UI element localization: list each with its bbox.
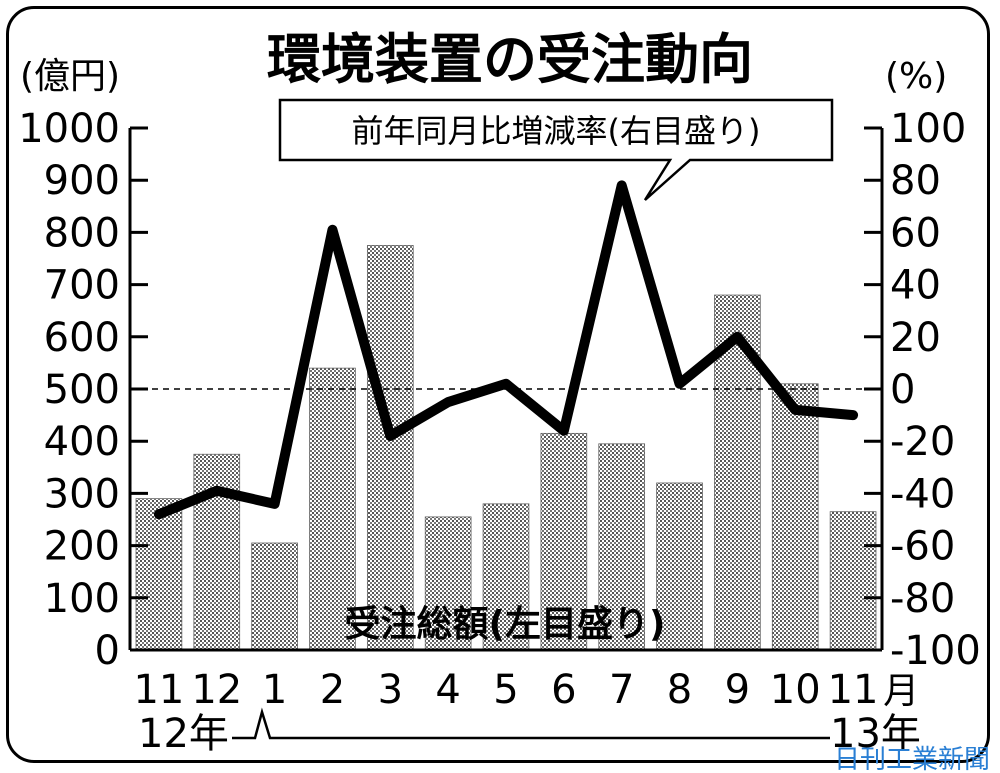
- x-tick-label: 2: [320, 667, 345, 713]
- line-point-12: [852, 414, 855, 417]
- left-tick-label: 600: [44, 315, 120, 361]
- right-tick-label: -20: [890, 419, 955, 465]
- right-tick-label: 0: [890, 367, 915, 413]
- x-tick-label: 5: [493, 667, 518, 713]
- bar-0: [135, 498, 183, 651]
- left-axis-unit: (億円): [20, 56, 120, 97]
- left-tick-label: 800: [44, 210, 120, 256]
- line-point-5: [447, 401, 450, 404]
- right-tick-label: -40: [890, 471, 955, 517]
- right-tick-label: 20: [890, 315, 941, 361]
- bar-series-label: 受注総額(左目盛り): [345, 604, 666, 645]
- line-point-8: [620, 184, 623, 187]
- right-tick-label: -100: [890, 628, 981, 674]
- right-tick-label: 100: [890, 106, 966, 152]
- x-tick-label: 7: [609, 667, 634, 713]
- right-tick-label: -80: [890, 576, 955, 622]
- bar-6: [482, 503, 530, 651]
- left-tick-label: 100: [44, 576, 120, 622]
- right-tick-label: -60: [890, 524, 955, 570]
- line-point-4: [389, 434, 392, 437]
- x-tick-label: 3: [378, 667, 403, 713]
- bar-8: [598, 443, 646, 651]
- bar-2: [251, 542, 298, 651]
- year-label-start: 12年: [138, 711, 229, 757]
- left-tick-label: 900: [44, 158, 120, 204]
- left-tick-label: 0: [95, 628, 120, 674]
- left-tick-label: 500: [44, 367, 120, 413]
- bars-layer: [135, 245, 877, 651]
- bar-3: [309, 367, 356, 651]
- left-tick-label: 1000: [18, 106, 120, 152]
- line-point-3: [331, 228, 334, 231]
- bar-12: [829, 511, 877, 651]
- line-point-9: [678, 382, 681, 385]
- x-axis-labels: 11 12 1 2 3 4 5 6 7 8 9 10 11 月: [133, 667, 919, 713]
- x-tick-label: 12: [191, 667, 242, 713]
- bar-11: [771, 383, 819, 651]
- x-tick-label: 8: [667, 667, 692, 713]
- left-tick-label: 300: [44, 471, 120, 517]
- bar-5: [424, 516, 472, 651]
- right-tick-label: 40: [890, 263, 941, 309]
- line-point-7: [562, 429, 565, 432]
- right-axis-unit: (%): [885, 56, 947, 97]
- x-tick-label: 11: [828, 667, 879, 713]
- x-tick-label: 1: [262, 667, 287, 713]
- left-tick-label: 400: [44, 419, 120, 465]
- x-tick-label: 10: [770, 667, 821, 713]
- chart-title: 環境装置の受注動向: [267, 28, 753, 91]
- line-point-2: [273, 502, 276, 505]
- right-tick-label: 80: [890, 158, 941, 204]
- line-point-0: [157, 513, 160, 516]
- bar-4: [366, 245, 414, 651]
- line-legend-callout: 前年同月比増減率(右目盛り): [278, 98, 834, 201]
- line-point-6: [505, 382, 507, 385]
- year-divider: [232, 707, 830, 740]
- left-tick-label: 200: [44, 524, 120, 570]
- credit-text: 日刊工業新聞: [834, 745, 990, 773]
- x-tick-label: 9: [725, 667, 750, 713]
- bar-1: [193, 453, 241, 651]
- line-point-10: [736, 335, 739, 338]
- line-point-11: [794, 408, 797, 411]
- x-tick-label: 6: [551, 667, 576, 713]
- year-label-end: 13年: [830, 711, 921, 757]
- line-layer: [153, 180, 859, 520]
- left-tick-label: 700: [44, 263, 120, 309]
- line-series-label: 前年同月比増減率(右目盛り): [352, 112, 761, 150]
- month-suffix: 月: [883, 671, 919, 712]
- right-tick-label: 60: [890, 210, 941, 256]
- line-point-1: [215, 489, 218, 492]
- x-tick-label: 4: [435, 667, 460, 713]
- bar-7: [540, 432, 588, 651]
- callout-box: [278, 98, 834, 201]
- x-tick-label: 11: [133, 667, 184, 713]
